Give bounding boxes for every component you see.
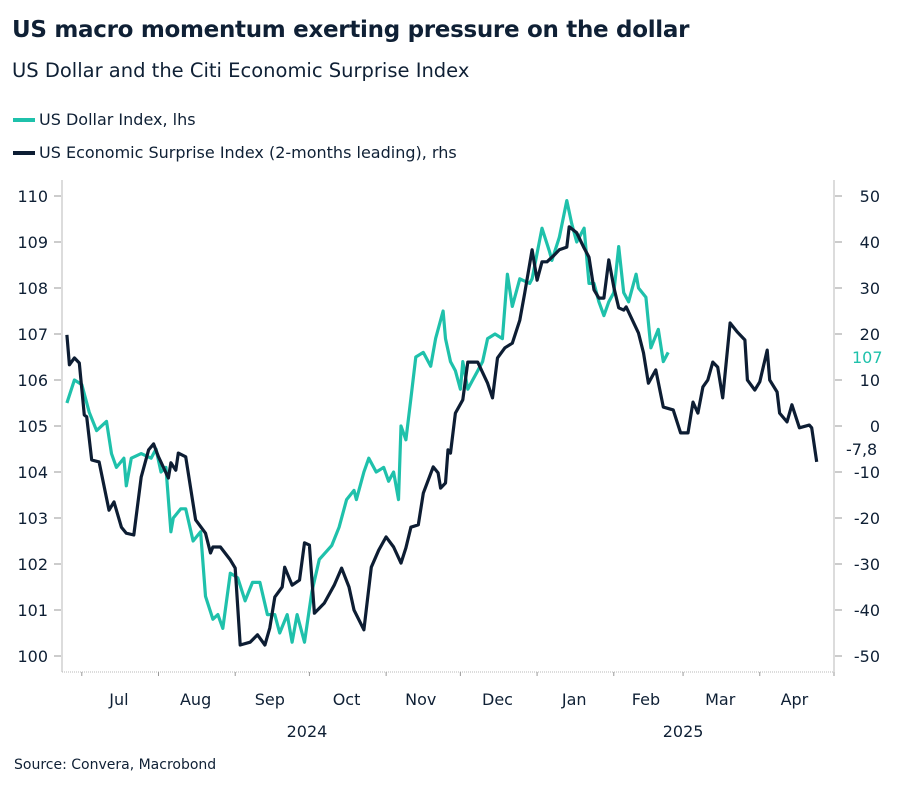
x-tick-label: Apr <box>781 690 809 709</box>
y-right-tick-label: 50 <box>860 187 880 206</box>
y-left-tick-label: 101 <box>17 601 48 620</box>
legend-item-surprise: US Economic Surprise Index (2-months lea… <box>13 143 457 162</box>
x-tick-label: Dec <box>482 690 513 709</box>
y-left-tick-label: 106 <box>17 371 48 390</box>
x-year-label: 2025 <box>663 722 704 741</box>
legend-swatch-dollar <box>13 117 35 122</box>
x-tick-label: Feb <box>632 690 660 709</box>
x-tick-label: Jan <box>561 690 587 709</box>
chart-title: US macro momentum exerting pressure on t… <box>12 17 690 43</box>
y-left-tick-label: 100 <box>17 647 48 666</box>
y-right-tick-label: 20 <box>860 325 880 344</box>
y-right-tick-label: -40 <box>854 601 880 620</box>
legend-item-dollar: US Dollar Index, lhs <box>13 110 196 129</box>
y-left-tick-label: 105 <box>17 417 48 436</box>
y-right-tick-label: 30 <box>860 279 880 298</box>
y-right-tick-label: -50 <box>854 647 880 666</box>
y-right-tick-label: 0 <box>870 417 880 436</box>
y-left-tick-label: 109 <box>17 233 48 252</box>
legend-swatch-surprise <box>13 150 35 155</box>
x-tick-label: Oct <box>333 690 361 709</box>
x-year-label: 2024 <box>287 722 328 741</box>
y-right-tick-label: 40 <box>860 233 880 252</box>
y-right-tick-label: -10 <box>854 463 880 482</box>
y-right-tick-label: -30 <box>854 555 880 574</box>
end-label-surprise: -7,8 <box>846 440 877 459</box>
y-right-tick-label: -20 <box>854 509 880 528</box>
x-tick-label: Jul <box>108 690 128 709</box>
y-left-tick-label: 103 <box>17 509 48 528</box>
end-label-dollar: 107 <box>852 348 883 367</box>
series-line-dollar <box>65 199 670 644</box>
legend-label-surprise: US Economic Surprise Index (2-months lea… <box>39 143 457 162</box>
source-note: Source: Convera, Macrobond <box>14 757 217 773</box>
legend-label-dollar: US Dollar Index, lhs <box>39 110 196 129</box>
y-left-tick-label: 104 <box>17 463 48 482</box>
y-left-tick-label: 102 <box>17 555 48 574</box>
x-tick-label: Mar <box>705 690 736 709</box>
y-left-tick-label: 110 <box>17 187 48 206</box>
x-tick-label: Sep <box>255 690 285 709</box>
chart-subtitle: US Dollar and the Citi Economic Surprise… <box>12 59 470 82</box>
series-line-surprise <box>65 225 819 647</box>
y-left-tick-label: 108 <box>17 279 48 298</box>
x-tick-label: Nov <box>405 690 436 709</box>
y-right-tick-label: 10 <box>860 371 880 390</box>
y-left-tick-label: 107 <box>17 325 48 344</box>
x-tick-label: Aug <box>180 690 211 709</box>
